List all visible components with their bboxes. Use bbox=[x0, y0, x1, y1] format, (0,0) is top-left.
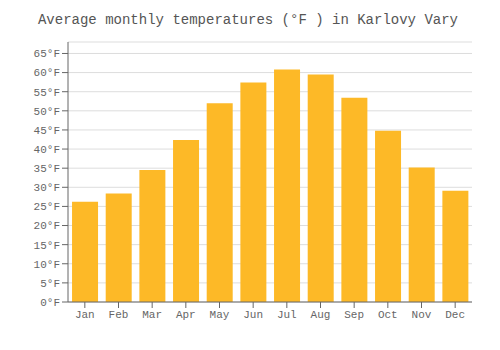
svg-text:Nov: Nov bbox=[412, 309, 432, 321]
svg-text:Apr: Apr bbox=[176, 309, 196, 321]
svg-text:40°F: 40°F bbox=[34, 144, 60, 156]
svg-text:Jun: Jun bbox=[243, 309, 263, 321]
svg-text:Jan: Jan bbox=[75, 309, 95, 321]
svg-text:Dec: Dec bbox=[445, 309, 465, 321]
svg-text:15°F: 15°F bbox=[34, 240, 60, 252]
svg-text:65°F: 65°F bbox=[34, 48, 60, 60]
svg-text:0°F: 0°F bbox=[40, 297, 60, 309]
svg-text:55°F: 55°F bbox=[34, 87, 60, 99]
html-text:Average monthly temperatures (: Average monthly temperatures (°F ) in Ka… bbox=[38, 12, 458, 28]
svg-text:May: May bbox=[210, 309, 230, 321]
svg-text:Aug: Aug bbox=[311, 309, 331, 321]
svg-text:60°F: 60°F bbox=[34, 67, 60, 79]
svg-text:30°F: 30°F bbox=[34, 182, 60, 194]
svg-text:Sep: Sep bbox=[344, 309, 364, 321]
svg-text:Feb: Feb bbox=[109, 309, 129, 321]
svg-text:45°F: 45°F bbox=[34, 125, 60, 137]
svg-text:25°F: 25°F bbox=[34, 201, 60, 213]
svg-text:Oct: Oct bbox=[378, 309, 398, 321]
svg-text:20°F: 20°F bbox=[34, 220, 60, 232]
svg-text:50°F: 50°F bbox=[34, 106, 60, 118]
svg-text:35°F: 35°F bbox=[34, 163, 60, 175]
svg-text:10°F: 10°F bbox=[34, 259, 60, 271]
svg-text:Jul: Jul bbox=[277, 309, 297, 321]
svg-text:Mar: Mar bbox=[142, 309, 162, 321]
svg-text:5°F: 5°F bbox=[40, 278, 60, 290]
